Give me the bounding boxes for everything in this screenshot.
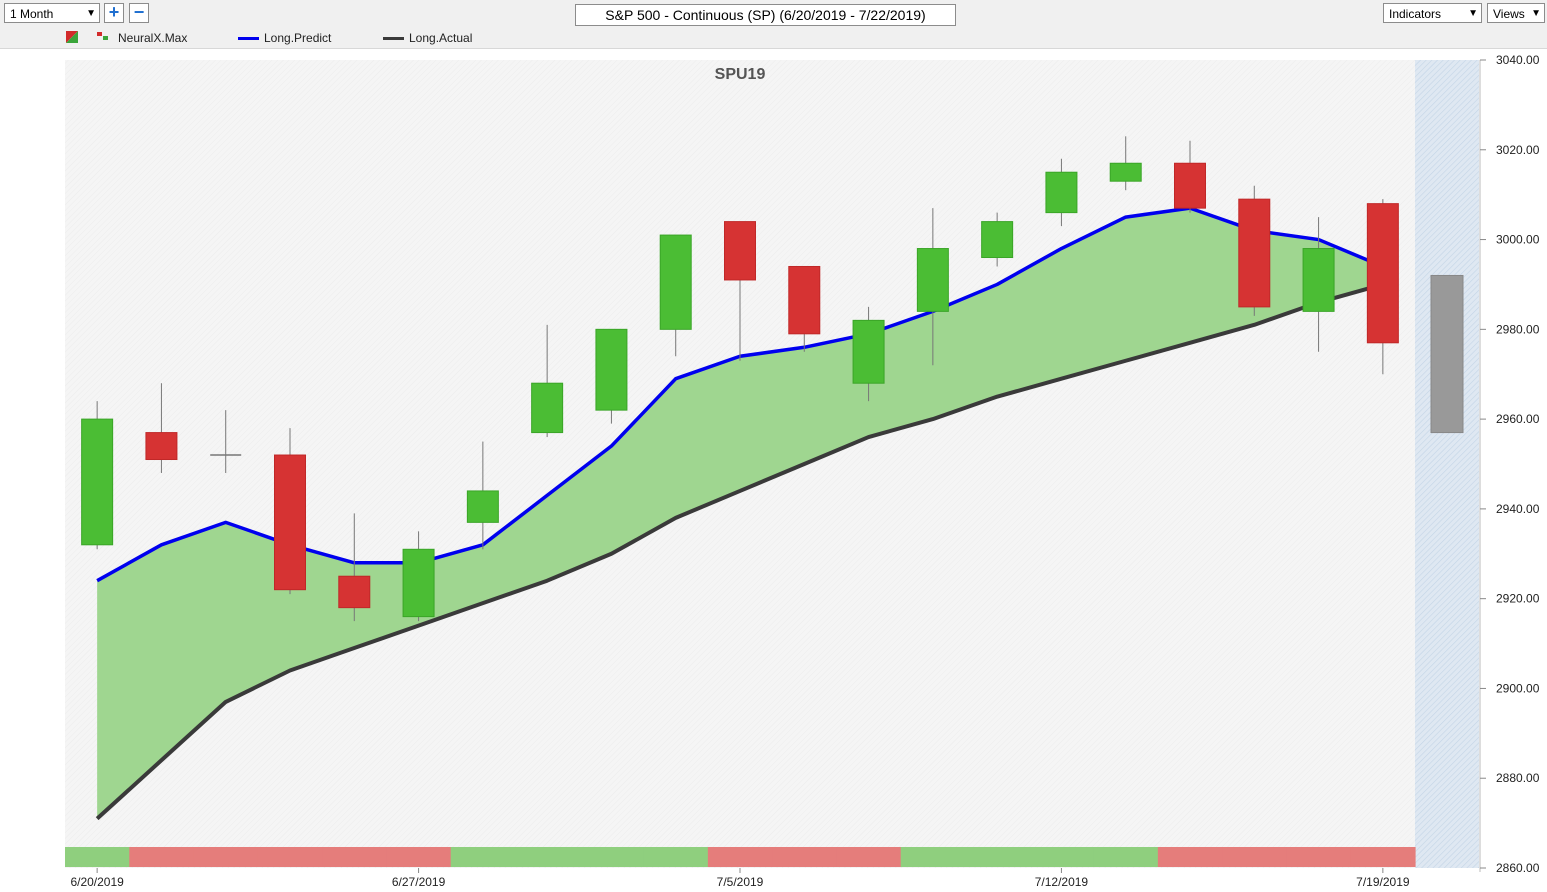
candle-down: [788, 265, 821, 335]
views-label: Views: [1493, 7, 1525, 21]
indicators-label: Indicators: [1389, 7, 1442, 21]
candle-up: [916, 248, 949, 312]
chevron-down-icon: ▼: [86, 8, 96, 19]
signal-band-segment: [450, 847, 516, 867]
signal-band-segment: [1222, 847, 1288, 867]
signal-band-segment: [772, 847, 838, 867]
predict-actual-fill: [97, 208, 1383, 819]
y-tick-label: 2960.00: [1496, 412, 1540, 426]
signal-band-segment: [1286, 847, 1352, 867]
legend-actual-line-icon: [383, 37, 404, 40]
candle-up: [1045, 171, 1078, 214]
signal-band-segment: [707, 847, 773, 867]
signal-band-segment: [643, 847, 709, 867]
candle-up: [531, 382, 564, 434]
y-tick-label: 2860.00: [1496, 861, 1540, 875]
x-tick-label: 6/20/2019: [70, 875, 124, 889]
neuralx-max-icon: [97, 32, 108, 40]
candle-up: [402, 548, 435, 618]
y-tick-label: 2900.00: [1496, 681, 1540, 695]
signal-band-segment: [386, 847, 452, 867]
candle-up: [466, 490, 499, 523]
period-select-value: 1 Month: [10, 7, 54, 21]
signal-band-segment: [65, 847, 130, 867]
x-tick-label: 7/5/2019: [717, 875, 764, 889]
chart-color-icon: [66, 31, 78, 43]
candle-down: [1238, 198, 1271, 308]
y-tick-label: 2980.00: [1496, 322, 1540, 336]
chevron-down-icon: ▼: [1531, 8, 1541, 19]
candle-down: [145, 432, 178, 461]
candle-up: [1109, 162, 1142, 182]
candle-up: [1302, 248, 1335, 312]
x-tick-label: 6/27/2019: [392, 875, 446, 889]
legend-bar: NeuralX.Max Long.Predict Long.Actual: [0, 28, 1547, 49]
signal-band-segment: [1029, 847, 1095, 867]
chevron-down-icon: ▼: [1468, 8, 1478, 19]
signal-band-segment: [129, 847, 195, 867]
legend-long-predict: Long.Predict: [264, 31, 332, 45]
long-actual-line: [95, 282, 1384, 821]
zoom-in-button[interactable]: +: [104, 3, 124, 23]
candle-up: [81, 418, 114, 546]
signal-band-segment: [900, 847, 966, 867]
y-tick-label: 2880.00: [1496, 771, 1540, 785]
zoom-out-button[interactable]: −: [129, 3, 149, 23]
chart-svg[interactable]: SPU19 3040.00 3020.00 3000.00 2980.00 2960.0…: [0, 49, 1547, 892]
y-tick-label: 3020.00: [1496, 143, 1540, 157]
period-select[interactable]: 1 Month ▼: [4, 3, 100, 23]
legend-long-actual: Long.Actual: [409, 31, 473, 45]
candle-down: [1174, 162, 1206, 209]
signal-band-segment: [515, 847, 580, 867]
signal-band-segment: [965, 847, 1030, 867]
indicators-select[interactable]: Indicators ▼: [1383, 3, 1482, 23]
candle-up: [595, 328, 628, 411]
y-tick-label: 2920.00: [1496, 592, 1540, 606]
signal-band-segment: [257, 847, 323, 867]
y-tick-label: 3040.00: [1496, 53, 1540, 67]
signal-band-segment: [322, 847, 388, 867]
y-tick-label: 2940.00: [1496, 502, 1540, 516]
signal-band-segment: [193, 847, 259, 867]
chart-title-box: S&P 500 - Continuous (SP) (6/20/2019 - 7…: [575, 4, 956, 26]
signal-band-segment: [579, 847, 645, 867]
forecast-zone: [1415, 60, 1479, 868]
views-select[interactable]: Views ▼: [1487, 3, 1545, 23]
x-tick-label: 7/19/2019: [1356, 875, 1410, 889]
signal-band-segment: [1350, 847, 1416, 867]
legend-neuralx-max: NeuralX.Max: [118, 31, 188, 45]
x-tick-label: 7/12/2019: [1035, 875, 1089, 889]
signal-band-segment: [1093, 847, 1159, 867]
candle-up: [659, 234, 692, 330]
signal-band-segment: [1157, 847, 1223, 867]
y-tick-label: 3000.00: [1496, 233, 1540, 247]
candle-down: [338, 575, 371, 609]
candle-up: [852, 319, 885, 384]
legend-predict-line-icon: [238, 37, 259, 40]
forecast-range-bar: [1430, 274, 1464, 434]
candle-up: [981, 221, 1014, 259]
signal-band-segment: [836, 847, 902, 867]
toolbar: 1 Month ▼ + − S&P 500 - Continuous (SP) …: [0, 0, 1547, 29]
candle-down: [724, 221, 756, 281]
chart-symbol-title: SPU19: [715, 66, 766, 83]
candle-down: [1366, 203, 1399, 344]
candle-down: [274, 454, 306, 591]
